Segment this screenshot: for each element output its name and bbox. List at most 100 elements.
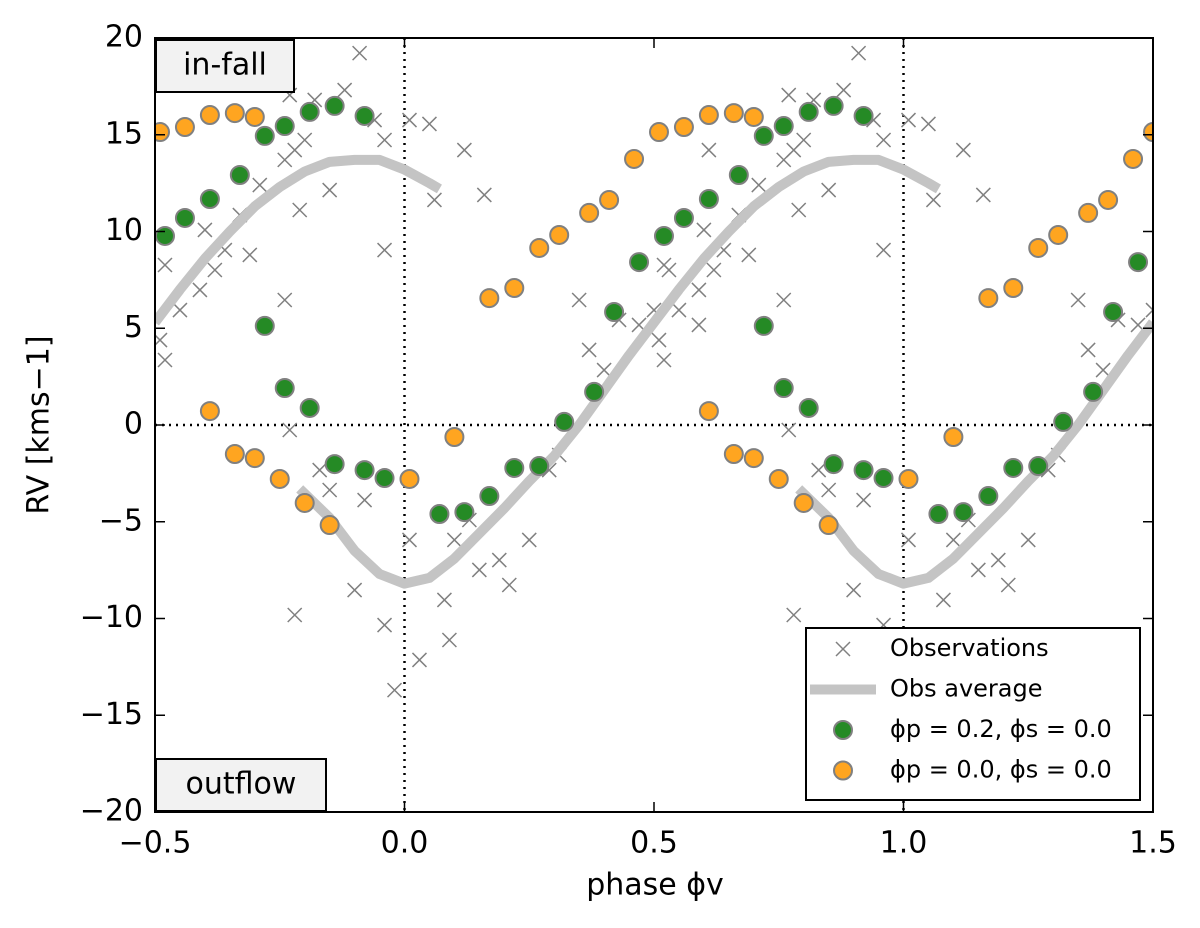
observation	[651, 332, 667, 348]
observation	[691, 282, 707, 298]
model-point	[653, 225, 674, 246]
y-tick-label: 15	[105, 116, 143, 151]
observation	[322, 482, 338, 498]
observation	[791, 202, 807, 218]
observation	[701, 142, 717, 158]
annotation: in-fall	[183, 48, 267, 83]
model-point	[155, 122, 170, 143]
model-point	[354, 460, 375, 481]
model-point	[953, 502, 974, 523]
legend-label: Observations	[890, 634, 1049, 662]
observation	[581, 342, 597, 358]
observation	[352, 45, 368, 61]
observation	[671, 302, 687, 318]
model-point	[529, 456, 550, 477]
observation	[571, 292, 587, 308]
model-point	[898, 468, 919, 489]
observation	[945, 532, 961, 548]
observation	[821, 182, 837, 198]
observation	[157, 257, 173, 273]
model-point	[798, 397, 819, 418]
y-tick-label: −15	[80, 697, 143, 732]
observation	[1080, 342, 1096, 358]
observation	[706, 262, 722, 278]
annotation-box	[155, 758, 327, 812]
legend-marker	[833, 720, 853, 740]
observation	[900, 112, 917, 128]
observation	[696, 222, 712, 238]
observation	[656, 352, 672, 368]
model-point	[1083, 381, 1104, 402]
observation	[596, 362, 612, 378]
model-point	[294, 492, 315, 513]
model-point	[629, 252, 650, 273]
y-tick-label: 20	[105, 20, 143, 55]
model-point	[319, 515, 340, 536]
observation	[377, 617, 393, 633]
legend-box	[805, 627, 1141, 801]
observation	[796, 132, 812, 148]
average-line	[155, 154, 1153, 589]
observation	[157, 352, 173, 368]
legend-label: ϕp = 0.2, ϕs = 0.0	[890, 715, 1112, 743]
observation	[172, 302, 188, 318]
model-point	[723, 103, 744, 124]
model-point	[199, 401, 220, 422]
x-tick-label: −0.5	[119, 826, 192, 861]
model-point	[698, 105, 719, 126]
model-point	[1098, 189, 1119, 210]
observation	[401, 532, 418, 548]
model-point	[199, 105, 220, 126]
model-point	[823, 95, 844, 116]
model-point	[244, 448, 265, 469]
model-point	[698, 401, 719, 422]
observation	[436, 592, 452, 608]
observation	[491, 552, 507, 568]
model-point	[978, 288, 999, 309]
observation	[297, 132, 313, 148]
model-point	[1123, 148, 1144, 169]
x-tick-label: 0.0	[381, 826, 429, 861]
observation	[1095, 362, 1111, 378]
model-point	[274, 378, 295, 399]
model-point	[554, 411, 575, 432]
model-point	[873, 468, 894, 489]
x-tick-label: 1.5	[1129, 826, 1177, 861]
model-point	[698, 188, 719, 209]
model-point	[1003, 457, 1024, 478]
observation	[776, 292, 792, 308]
model-point	[399, 468, 420, 489]
observation	[377, 132, 393, 148]
model-point	[549, 224, 570, 245]
observation	[207, 262, 223, 278]
model-point	[504, 457, 525, 478]
observation	[471, 562, 487, 578]
observation	[337, 82, 353, 98]
model-point	[673, 117, 694, 138]
observation	[1020, 532, 1036, 548]
model-point	[728, 164, 749, 185]
model-point	[673, 207, 694, 228]
observation	[691, 317, 707, 333]
observation	[377, 242, 393, 258]
model-point	[354, 105, 375, 126]
observation	[970, 562, 986, 578]
annotation-box	[155, 39, 295, 93]
observation	[876, 242, 892, 258]
model-point	[229, 164, 250, 185]
observation	[287, 607, 303, 623]
observation	[836, 82, 852, 98]
model-point	[254, 125, 275, 146]
model-point	[1028, 237, 1049, 258]
model-point	[943, 426, 964, 447]
observation	[446, 532, 462, 548]
observation	[846, 582, 862, 598]
model-point	[1003, 278, 1024, 299]
model-point	[1048, 224, 1069, 245]
model-point	[818, 515, 839, 536]
model-point	[793, 492, 814, 513]
model-point	[723, 444, 744, 465]
model-point	[269, 468, 290, 489]
model-point	[429, 504, 450, 525]
model-point	[853, 105, 874, 126]
